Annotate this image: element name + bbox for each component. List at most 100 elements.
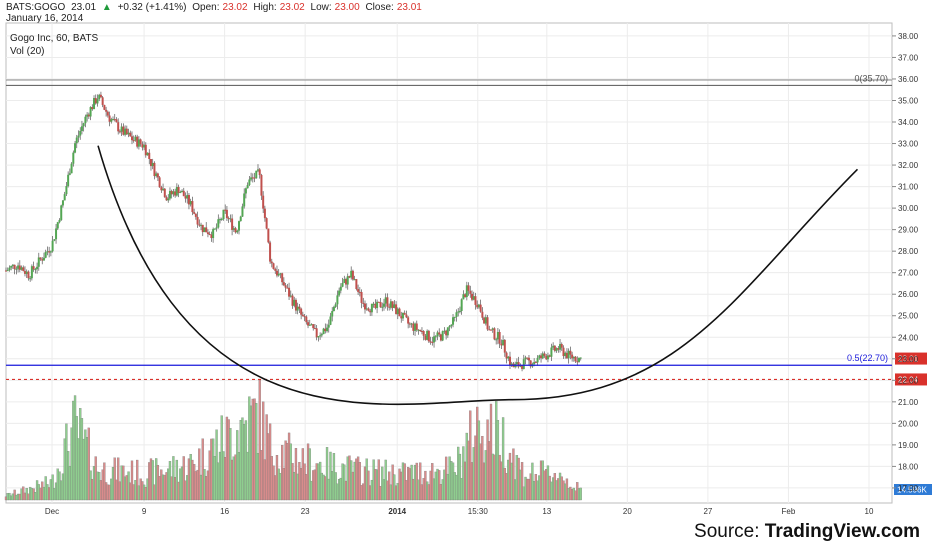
candle-body [320, 334, 323, 336]
candle-body [208, 233, 211, 235]
candle-body [365, 308, 368, 310]
volume-bar [198, 448, 201, 501]
candle-body [310, 324, 313, 326]
candle-body [407, 317, 410, 324]
candle-body [415, 323, 418, 330]
candle-body [162, 188, 165, 191]
volume-tag-label: 14.596K [897, 486, 927, 495]
candle-body [488, 329, 491, 331]
volume-bar [87, 427, 90, 501]
candle-body [210, 234, 213, 239]
candle-body [541, 353, 544, 359]
x-tick-label: Dec [45, 507, 59, 516]
candle-body [540, 355, 543, 359]
quote-date: January 16, 2014 [6, 13, 84, 24]
symbol-header: BATS:GOGO 23.01 ▲ +0.32 (+1.41%) Open: 23… [6, 2, 425, 24]
candle-body [255, 170, 258, 179]
candle-body [72, 152, 75, 164]
candle-body [521, 365, 524, 369]
candle-body [476, 304, 479, 308]
y-tick-label: 24.00 [898, 333, 919, 342]
candle-body [279, 273, 282, 275]
candle-body [244, 188, 247, 194]
candle-body [132, 140, 135, 142]
candle-body [165, 197, 168, 201]
candle-body [134, 136, 137, 141]
candle-body [61, 200, 64, 206]
candle-body [124, 128, 127, 135]
candle-body [146, 152, 149, 156]
candle-body [294, 299, 297, 311]
candle-body [30, 266, 33, 279]
candle-body [484, 317, 487, 324]
candle-body [372, 303, 375, 305]
candle-body [562, 347, 565, 357]
candle-body [253, 177, 256, 179]
y-tick-label: 37.00 [898, 53, 919, 62]
candle-body [550, 347, 553, 357]
candle-body [419, 329, 422, 331]
candle-body [350, 270, 353, 278]
candle-body [151, 162, 154, 167]
candle-body [376, 301, 379, 309]
candle-body [301, 314, 304, 317]
y-tick-label: 31.00 [898, 183, 919, 192]
candle-body [125, 128, 128, 135]
candle-body [422, 331, 425, 336]
candle-body [42, 257, 45, 261]
candle-body [429, 341, 432, 343]
candle-body [296, 306, 299, 311]
candle-body [172, 191, 175, 195]
candle-body [224, 209, 227, 211]
volume-bar [579, 487, 582, 501]
candle-body [458, 310, 461, 312]
candle-body [67, 174, 70, 187]
candle-body [63, 194, 66, 201]
candle-body [557, 348, 560, 350]
candle-body [174, 191, 177, 196]
candle-body [39, 257, 42, 260]
cup-curve [97, 145, 859, 406]
candle-body [91, 107, 94, 110]
candle-body [115, 119, 118, 123]
candle-body [15, 268, 18, 270]
candle-body [274, 268, 277, 271]
candle-body [41, 259, 44, 261]
candle-body [519, 365, 522, 367]
last-price-tag [895, 352, 927, 365]
candle-body [384, 297, 387, 304]
source-credit: Source: TradingView.com [694, 521, 920, 543]
candle-body [250, 177, 253, 180]
candle-body [32, 266, 35, 270]
close-value: 23.01 [396, 2, 422, 13]
candle-body [263, 208, 266, 219]
candle-body [5, 270, 7, 272]
candle-body [339, 286, 342, 291]
candle-body [117, 122, 120, 132]
close-label: Close: [365, 2, 394, 13]
candle-body [351, 270, 354, 280]
y-tick-label: 35.00 [898, 96, 919, 105]
candle-body [196, 216, 199, 225]
candle-body [553, 345, 556, 351]
candle-body [158, 177, 161, 188]
candle-body [129, 132, 132, 137]
candle-body [282, 282, 285, 286]
low-label: Low: [310, 2, 332, 13]
candle-body [265, 218, 268, 229]
price-change: +0.32 (+1.41%) [117, 2, 187, 13]
x-tick-label: 16 [220, 507, 229, 516]
x-tick-label: 20 [623, 507, 632, 516]
high-value: 23.02 [279, 2, 305, 13]
candle-body [260, 175, 263, 196]
candle-body [559, 344, 562, 350]
candle-body [420, 330, 423, 332]
candle-body [215, 227, 218, 229]
open-value: 23.02 [222, 2, 248, 13]
candle-body [181, 190, 184, 193]
candle-body [515, 362, 518, 365]
volume-bar [358, 462, 361, 501]
candle-body [436, 332, 439, 337]
candle-body [338, 290, 341, 296]
